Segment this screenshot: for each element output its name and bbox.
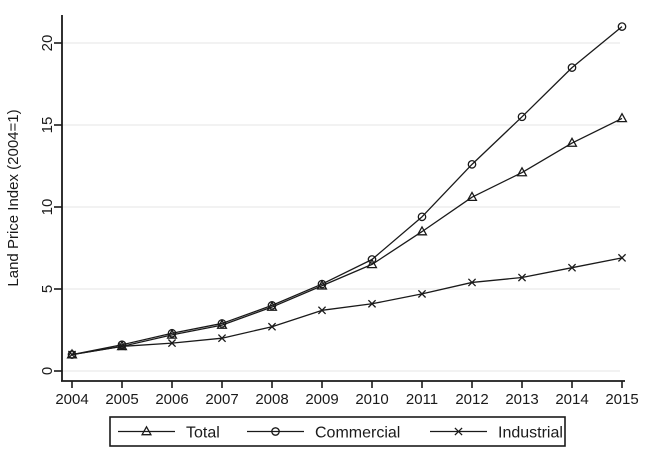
commercial-marker (317, 279, 327, 289)
legend-triangle-icon (140, 425, 153, 436)
commercial-marker (367, 255, 377, 264)
x-tick-label: 2005 (105, 391, 138, 408)
commercial-marker (217, 319, 227, 328)
legend-label-industrial: Industrial (498, 425, 563, 442)
legend-label-total: Total (186, 425, 220, 442)
total-marker (616, 112, 628, 123)
x-tick-label: 2004 (55, 391, 88, 408)
x-tick-label: 2011 (406, 391, 438, 408)
commercial-marker (617, 22, 627, 31)
total-marker (466, 191, 478, 202)
commercial-marker (567, 63, 577, 72)
total-marker (566, 137, 578, 147)
legend: Total Commercial Industrial (109, 416, 566, 447)
series-line-commercial (71, 26, 623, 356)
grid-layer (63, 42, 620, 372)
x-tick-label: 2007 (205, 391, 238, 408)
industrial-marker (617, 253, 627, 262)
series-layer (66, 22, 628, 359)
legend-item-commercial: Commercial (247, 425, 400, 442)
commercial-marker (267, 301, 277, 310)
industrial-marker (117, 342, 127, 351)
commercial-marker (167, 328, 177, 338)
commercial-marker (417, 212, 427, 222)
legend-label-commercial: Commercial (315, 425, 400, 442)
legend-circle-icon (271, 427, 280, 436)
industrial-marker (517, 273, 527, 282)
industrial-marker (417, 289, 427, 298)
y-tick-label: 5 (39, 285, 56, 293)
industrial-marker (367, 299, 377, 308)
industrial-marker (467, 278, 477, 287)
x-tick-label: 2014 (555, 391, 588, 408)
series-line-total (71, 117, 623, 356)
industrial-marker (267, 322, 277, 331)
industrial-marker (67, 350, 77, 359)
commercial-marker (517, 112, 527, 122)
y-axis-title: Land Price Index (2004=1) (5, 109, 22, 286)
y-tick-label: 10 (39, 199, 56, 216)
commercial-marker (467, 160, 477, 169)
total-marker (366, 258, 378, 269)
industrial-marker (567, 263, 577, 272)
x-tick-label: 2010 (355, 391, 388, 408)
y-tick-label: 15 (39, 117, 56, 134)
x-tick-label: 2006 (155, 391, 188, 408)
industrial-marker (217, 334, 227, 343)
total-marker (416, 225, 428, 236)
series-line-industrial (71, 257, 623, 356)
legend-box (109, 416, 566, 447)
y-tick-label: 0 (39, 367, 56, 375)
x-tick-label: 2013 (505, 391, 538, 408)
industrial-marker (167, 339, 177, 348)
y-tick-label: 20 (39, 35, 56, 52)
axis-layer: 0 5 10 15 20 2004 2005 2006 2007 2008 2009 2010 2011… (39, 15, 639, 408)
legend-x-icon (454, 427, 463, 436)
legend-item-total: Total (118, 425, 220, 442)
x-tick-label: 2008 (255, 391, 288, 408)
x-tick-label: 2012 (455, 391, 488, 408)
total-marker (516, 166, 528, 177)
x-tick-label: 2009 (305, 391, 338, 408)
commercial-marker (117, 340, 127, 350)
industrial-marker (317, 306, 327, 315)
x-tick-label: 2015 (605, 391, 638, 408)
legend-item-industrial: Industrial (430, 425, 563, 442)
